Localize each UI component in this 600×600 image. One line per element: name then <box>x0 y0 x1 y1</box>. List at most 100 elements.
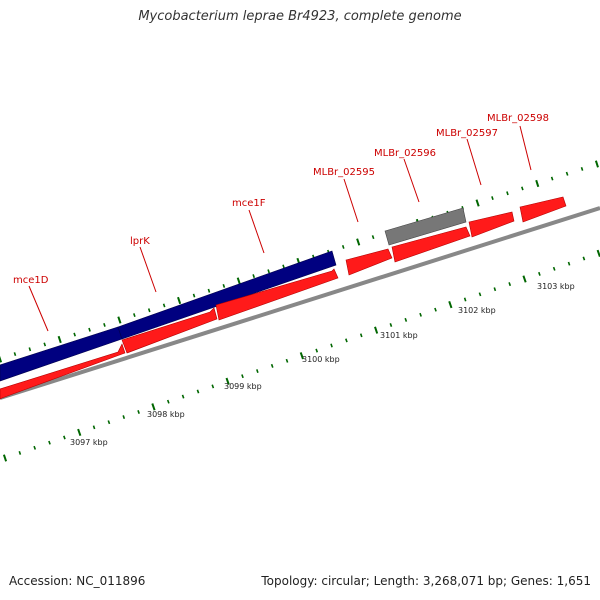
lower-tick-mark <box>404 317 408 322</box>
upper-tick-mark <box>207 288 211 293</box>
lower-tick-mark <box>522 275 527 283</box>
lower-tick-mark <box>448 300 453 309</box>
upper-tick-mark <box>267 269 270 274</box>
upper-tick-mark <box>133 313 136 318</box>
upper-tick-mark <box>371 235 375 240</box>
lower-tick-mark <box>241 374 244 379</box>
gene-label-MLBr_02597[interactable]: MLBr_02597 <box>436 128 498 139</box>
lower-tick-mark <box>166 399 170 404</box>
upper-tick-track <box>0 160 599 363</box>
lower-tick-mark <box>463 297 467 302</box>
kbp-label-3097: 3097 kbp <box>70 438 108 447</box>
upper-tick-mark <box>356 238 361 246</box>
gene-lprK-forward[interactable] <box>121 307 218 354</box>
genome-backbone <box>0 206 600 400</box>
lower-tick-mark <box>374 326 379 334</box>
lower-tick-mark <box>18 450 22 455</box>
lower-tick-mark <box>552 266 556 271</box>
kbp-label-3103: 3103 kbp <box>537 282 575 291</box>
upper-tick-mark <box>475 199 480 207</box>
upper-tick-mark <box>282 264 285 269</box>
gene-mce1D-forward[interactable] <box>0 343 126 400</box>
genome-summary-text: Topology: circular; Length: 3,268,071 bp… <box>261 574 591 588</box>
lower-tick-mark <box>196 389 200 394</box>
lower-tick-mark <box>107 420 111 425</box>
lower-tick-mark <box>582 256 586 261</box>
gene-MLBr_02597-forward[interactable] <box>468 211 515 238</box>
lower-tick-mark <box>419 312 422 317</box>
lower-tick-mark <box>92 425 96 430</box>
upper-tick-mark <box>491 196 494 201</box>
upper-tick-mark <box>177 296 182 305</box>
lower-tick-mark <box>256 369 259 374</box>
map-title: Mycobacterium leprae Br4923, complete ge… <box>138 9 462 24</box>
upper-tick-mark <box>550 176 554 181</box>
lower-tick-mark <box>315 348 319 353</box>
upper-tick-mark <box>222 283 226 288</box>
lower-tick-mark <box>345 338 348 343</box>
upper-tick-mark <box>565 171 569 176</box>
kbp-label-3101: 3101 kbp <box>380 331 418 340</box>
reverse-strand-genes <box>0 250 337 382</box>
upper-tick-mark <box>192 293 196 298</box>
kbp-label-3099: 3099 kbp <box>224 382 262 391</box>
lower-tick-mark <box>151 403 156 411</box>
upper-tick-mark <box>73 332 76 337</box>
lower-tick-mark <box>137 410 140 414</box>
gene-label-mce1F[interactable]: mce1F <box>232 198 266 209</box>
upper-tick-mark <box>28 347 32 352</box>
upper-tick-mark <box>117 316 122 324</box>
lower-tick-mark <box>270 363 274 368</box>
upper-tick-mark <box>43 342 47 347</box>
upper-tick-mark <box>236 277 241 285</box>
accession-text: Accession: NC_011896 <box>9 574 146 588</box>
gene-MLBr_02596-forward[interactable] <box>391 226 471 263</box>
kbp-label-3098: 3098 kbp <box>147 410 185 419</box>
gene-labels: mce1D lprK mce1F MLBr_02595 MLBr_02596 M… <box>13 113 549 286</box>
gene-label-MLBr_02598[interactable]: MLBr_02598 <box>487 113 549 124</box>
lower-tick-mark <box>359 333 363 338</box>
gene-label-pointers <box>28 125 532 332</box>
gene-mce1F-forward[interactable] <box>215 268 339 321</box>
lower-tick-mark <box>567 261 571 266</box>
upper-tick-mark <box>0 355 3 363</box>
lower-tick-mark <box>2 454 8 462</box>
lower-tick-mark <box>508 282 512 287</box>
kbp-scale-labels: 3097 kbp 3098 kbp 3099 kbp 3100 kbp 3101… <box>70 282 575 447</box>
gene-label-mce1D[interactable]: mce1D <box>13 275 49 286</box>
upper-tick-mark <box>13 352 17 357</box>
lower-tick-mark <box>211 384 215 389</box>
upper-tick-mark <box>88 327 91 332</box>
gene-label-MLBr_02595[interactable]: MLBr_02595 <box>313 167 375 178</box>
upper-tick-mark <box>162 303 166 308</box>
lower-tick-mark <box>478 292 482 297</box>
gene-label-lprK[interactable]: lprK <box>130 236 150 247</box>
upper-tick-mark <box>341 244 345 249</box>
gene-MLBr_02595-forward[interactable] <box>345 248 393 276</box>
gene-label-MLBr_02596[interactable]: MLBr_02596 <box>374 148 436 159</box>
lower-tick-mark <box>225 377 230 385</box>
lower-tick-mark <box>63 435 66 440</box>
forward-strand-genes <box>0 196 567 400</box>
upper-tick-mark <box>535 179 540 188</box>
upper-tick-mark <box>147 308 151 313</box>
upper-tick-mark <box>580 166 584 171</box>
lower-tick-mark <box>493 287 497 292</box>
gene-lprK-reverse[interactable] <box>117 250 337 340</box>
lower-tick-mark <box>48 440 51 445</box>
lower-tick-mark <box>181 394 185 399</box>
upper-tick-mark <box>506 191 509 196</box>
lower-tick-mark <box>285 358 289 363</box>
lower-tick-mark <box>389 323 393 327</box>
upper-tick-mark <box>57 335 62 344</box>
upper-tick-mark <box>521 186 524 191</box>
upper-tick-mark <box>103 322 106 327</box>
lower-tick-track <box>2 249 600 462</box>
upper-tick-mark <box>252 274 256 279</box>
upper-tick-mark <box>594 160 599 168</box>
gene-MLBr_02598-forward[interactable] <box>519 196 567 223</box>
kbp-label-3100: 3100 kbp <box>302 355 340 364</box>
kbp-label-3102: 3102 kbp <box>458 306 496 315</box>
gene-MLBr_02596-pseudo[interactable] <box>384 207 467 246</box>
